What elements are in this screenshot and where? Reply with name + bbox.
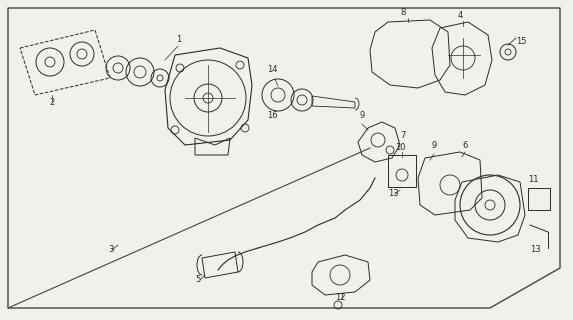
Text: 15: 15 xyxy=(516,37,527,46)
Text: 12: 12 xyxy=(335,293,346,302)
Text: 8: 8 xyxy=(401,8,406,17)
Text: 13: 13 xyxy=(388,189,399,198)
Text: 3: 3 xyxy=(108,245,113,254)
Text: 5: 5 xyxy=(195,275,200,284)
Text: 9: 9 xyxy=(360,111,365,120)
Text: 4: 4 xyxy=(457,11,462,20)
Text: 14: 14 xyxy=(267,65,277,74)
Text: 13: 13 xyxy=(530,245,540,254)
Text: 1: 1 xyxy=(176,35,181,44)
Text: 11: 11 xyxy=(528,175,539,184)
Bar xyxy=(528,188,550,210)
Text: 16: 16 xyxy=(266,111,277,120)
Text: 10: 10 xyxy=(395,143,406,152)
Text: 7: 7 xyxy=(400,131,405,140)
Text: 6: 6 xyxy=(462,141,468,150)
Text: 2: 2 xyxy=(49,98,54,107)
Bar xyxy=(388,155,416,187)
Text: 9: 9 xyxy=(432,141,437,150)
